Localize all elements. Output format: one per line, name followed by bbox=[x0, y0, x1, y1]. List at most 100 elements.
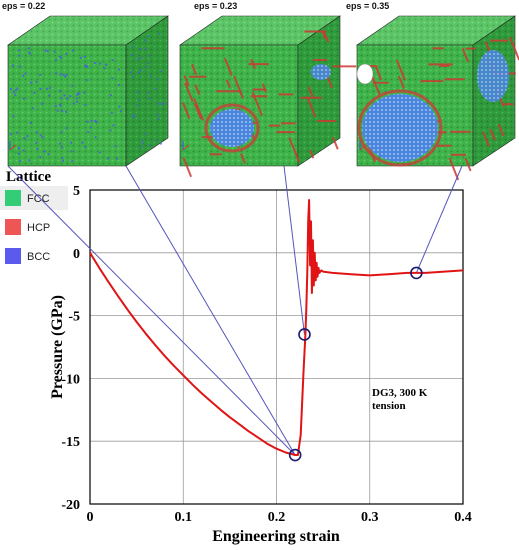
cube-side-face bbox=[297, 15, 341, 167]
bcc-atom-dot bbox=[158, 32, 161, 35]
bcc-atom-dot bbox=[24, 72, 27, 75]
bcc-atom-dot bbox=[46, 50, 49, 53]
bcc-atom-dot bbox=[39, 134, 42, 137]
bcc-atom-dot bbox=[114, 145, 117, 148]
data-marker-circle bbox=[298, 328, 311, 341]
bcc-atom-dot bbox=[23, 137, 26, 140]
bcc-atom-dot bbox=[132, 115, 135, 118]
bcc-atom-dot bbox=[86, 66, 89, 69]
hcp-fault-streak bbox=[509, 36, 519, 61]
bcc-atom-dot bbox=[132, 114, 135, 117]
bcc-atom-dot bbox=[94, 136, 97, 139]
bcc-atom-dot bbox=[9, 87, 12, 91]
bcc-atom-dot bbox=[39, 73, 42, 77]
hcp-fault-streak bbox=[184, 82, 194, 103]
bcc-atom-dot bbox=[131, 54, 134, 57]
bcc-atom-dot bbox=[77, 92, 80, 95]
bcc-atom-dot bbox=[56, 109, 59, 112]
bcc-atom-dot bbox=[30, 81, 33, 84]
bcc-atom-dot bbox=[62, 73, 65, 76]
bcc-atom-dot bbox=[70, 141, 73, 144]
bcc-atom-dot bbox=[129, 71, 132, 74]
bcc-atom-dot bbox=[44, 49, 48, 52]
bcc-atom-dot bbox=[94, 119, 97, 123]
bcc-atom-dot bbox=[93, 61, 96, 65]
bcc-atom-dot bbox=[85, 78, 88, 82]
bcc-atom-dot bbox=[14, 93, 17, 97]
bcc-atom-dot bbox=[99, 62, 102, 65]
bcc-atom-dot bbox=[36, 147, 39, 150]
bcc-atom-dot bbox=[17, 147, 20, 150]
hcp-fault-streak bbox=[448, 157, 460, 181]
bcc-atom-dot bbox=[60, 146, 64, 149]
hcp-fault-streak bbox=[309, 149, 315, 159]
bcc-atom-dot bbox=[147, 92, 149, 95]
bcc-atom-dot bbox=[22, 149, 25, 152]
cube-front-face bbox=[7, 44, 127, 167]
bcc-atom-dot bbox=[95, 121, 98, 124]
bcc-atom-dot bbox=[136, 104, 139, 107]
panel-label: eps = 0.35 bbox=[346, 1, 389, 11]
grid-lines bbox=[90, 190, 463, 504]
bcc-atom-dot bbox=[65, 52, 68, 56]
bcc-atom-dot bbox=[43, 150, 46, 153]
bcc-atom-dot bbox=[60, 131, 63, 134]
bcc-atom-dot bbox=[155, 139, 158, 142]
bcc-atom-dot bbox=[22, 74, 25, 77]
bcc-atom-dot bbox=[84, 64, 87, 67]
bcc-atom-dot bbox=[86, 120, 89, 123]
bcc-atom-dot bbox=[83, 91, 86, 94]
bcc-atom-dot bbox=[27, 47, 30, 50]
bcc-atom-dot bbox=[9, 133, 13, 136]
bcc-atom-dot bbox=[140, 69, 142, 72]
hcp-fault-streak bbox=[489, 128, 496, 141]
x-tick-label: 0 bbox=[87, 510, 94, 525]
bcc-atom-dot bbox=[16, 87, 19, 90]
bcc-atom-dot bbox=[40, 102, 44, 105]
y-tick-label: -10 bbox=[61, 372, 80, 387]
hcp-fault-streak bbox=[497, 123, 505, 137]
bcc-atom-dot bbox=[144, 132, 147, 135]
bcc-atom-dot bbox=[117, 83, 120, 87]
pressure-curve bbox=[89, 199, 464, 456]
legend-swatch-fcc bbox=[5, 190, 21, 206]
bcc-atom-dot bbox=[83, 55, 86, 58]
hcp-fault-streak bbox=[331, 136, 339, 150]
bcc-atom-dot bbox=[12, 115, 15, 118]
bcc-atom-dot bbox=[154, 88, 157, 91]
hcp-fault-streak bbox=[375, 66, 383, 81]
cube-side-face bbox=[125, 15, 169, 167]
bcc-atom-dot bbox=[69, 95, 72, 98]
bcc-atom-dot bbox=[33, 91, 36, 94]
bcc-atom-dot bbox=[66, 97, 69, 100]
bcc-atom-dot bbox=[159, 142, 162, 145]
bcc-atom-dot bbox=[45, 87, 49, 90]
axis-triad-icon bbox=[9, 141, 19, 155]
bcc-atom-dot bbox=[28, 51, 31, 54]
bcc-atom-dot bbox=[55, 72, 58, 75]
hcp-fault-streak bbox=[484, 41, 491, 53]
bcc-void-region bbox=[362, 94, 438, 162]
bcc-atom-dot bbox=[18, 65, 21, 68]
leader-line-eps-022 bbox=[7, 165, 296, 456]
bcc-atom-dot bbox=[111, 58, 114, 62]
x-tick-label: 0.4 bbox=[454, 510, 472, 525]
bcc-atom-dot bbox=[72, 49, 75, 52]
bcc-atom-dot bbox=[65, 127, 68, 130]
hcp-fault-streak bbox=[191, 63, 198, 76]
axis-triad-icon bbox=[182, 141, 192, 155]
hcp-fault-streak bbox=[323, 31, 330, 43]
x-tick-label: 0.1 bbox=[175, 510, 193, 525]
hcp-fault-streak bbox=[240, 153, 246, 164]
bcc-atom-dot bbox=[90, 119, 93, 122]
bcc-atom-dot bbox=[145, 66, 148, 69]
bcc-atom-dot bbox=[116, 157, 119, 160]
annotation-line-1: DG3, 300 K bbox=[372, 387, 428, 399]
bcc-atom-dot bbox=[137, 71, 140, 74]
leader-line-eps-035 bbox=[415, 165, 463, 274]
bcc-atom-dot bbox=[162, 102, 165, 105]
bcc-atom-dot bbox=[157, 102, 160, 105]
y-tick-label: -15 bbox=[61, 435, 80, 450]
bcc-atom-dot bbox=[63, 94, 66, 97]
bcc-atom-dot bbox=[47, 153, 50, 156]
